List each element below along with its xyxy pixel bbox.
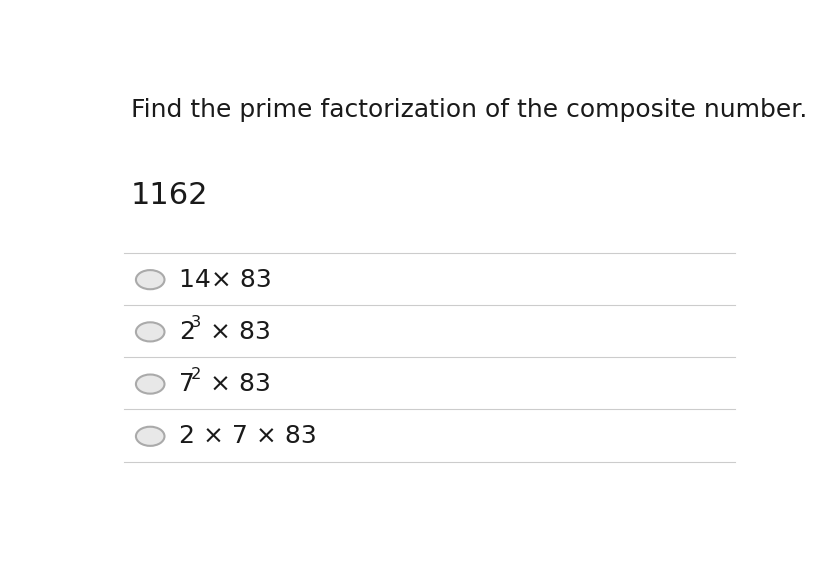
Text: 2 × 7 × 83: 2 × 7 × 83 (179, 424, 318, 448)
Text: × 83: × 83 (201, 372, 271, 396)
Text: × 83: × 83 (201, 320, 271, 344)
Circle shape (136, 270, 164, 289)
Text: Find the prime factorization of the composite number.: Find the prime factorization of the comp… (131, 98, 807, 122)
Circle shape (136, 322, 164, 341)
Text: 3: 3 (190, 315, 201, 330)
Text: 1162: 1162 (131, 181, 208, 210)
Text: 2: 2 (179, 320, 195, 344)
Text: 7: 7 (179, 372, 195, 396)
Text: 2: 2 (190, 367, 201, 382)
Circle shape (136, 427, 164, 446)
Text: 14× 83: 14× 83 (179, 268, 272, 292)
Circle shape (136, 375, 164, 394)
